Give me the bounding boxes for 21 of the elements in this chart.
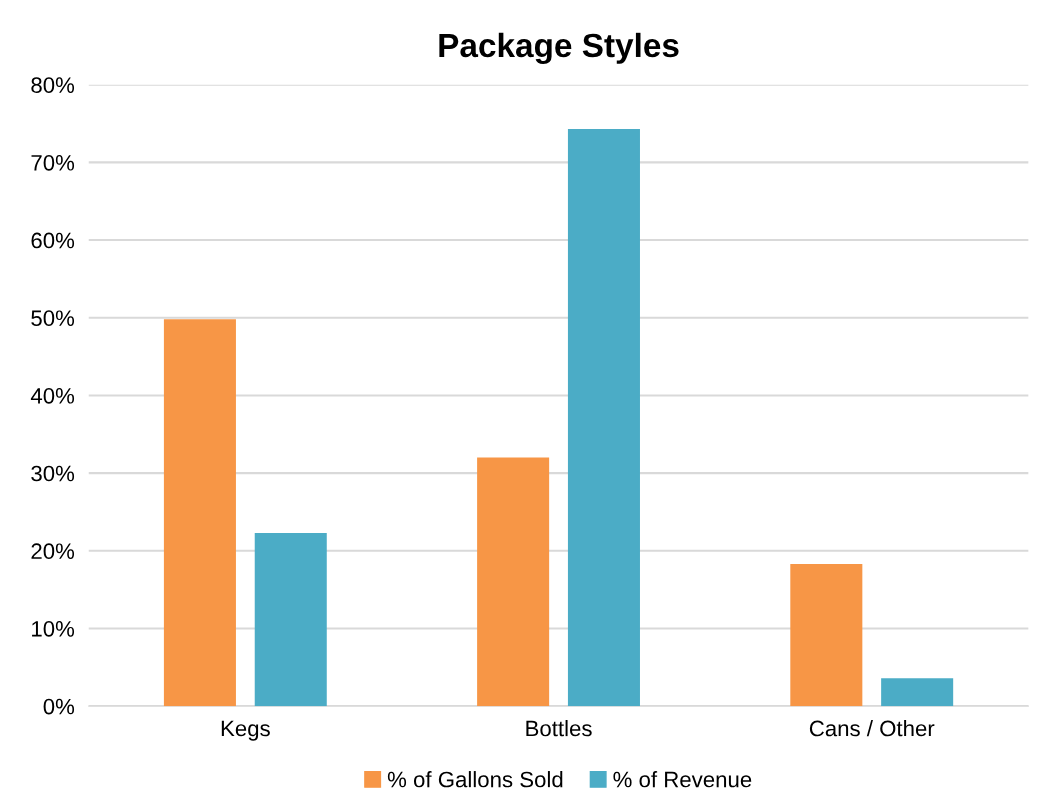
- x-tick-label: Kegs: [221, 720, 270, 741]
- bar: [254, 532, 327, 707]
- y-tick-label: 20%: [31, 543, 75, 560]
- bar: [881, 678, 954, 707]
- legend-label: % of Revenue: [613, 771, 752, 788]
- x-tick-label: Cans / Other: [809, 720, 935, 737]
- bar: [567, 129, 640, 707]
- x-tick-label: Bottles: [526, 720, 592, 737]
- y-tick-label: 70%: [31, 154, 75, 171]
- y-tick-label: 80%: [31, 77, 75, 94]
- y-tick-label: 0%: [43, 698, 75, 715]
- y-tick-label: 60%: [31, 232, 75, 249]
- bar: [477, 457, 550, 707]
- y-tick-label: 10%: [32, 620, 75, 637]
- bar: [790, 563, 863, 707]
- legend-label: % of Gallons Sold: [387, 771, 563, 788]
- y-tick-label: 40%: [30, 387, 75, 404]
- y-tick-label: 30%: [31, 465, 75, 482]
- bar: [163, 319, 236, 707]
- y-tick-label: 50%: [31, 310, 75, 327]
- chart-title: Package Styles: [439, 32, 679, 65]
